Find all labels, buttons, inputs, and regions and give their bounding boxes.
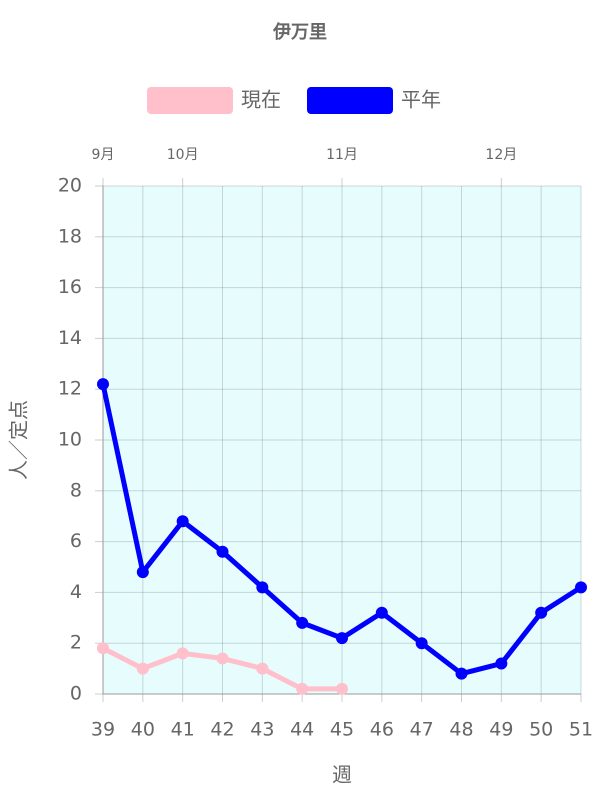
x2-tick-label: 12月	[485, 147, 517, 163]
y-tick-label: 14	[58, 327, 82, 349]
point	[336, 682, 348, 695]
y-tick-label: 4	[70, 581, 82, 603]
chart-title: 伊万里	[272, 21, 327, 43]
x-axis-label: 週	[332, 763, 352, 787]
y-axis-label: 人／定点	[7, 400, 31, 480]
x-tick-label: 48	[449, 719, 473, 741]
y-tick-label: 20	[58, 175, 82, 197]
x-tick-label: 49	[489, 719, 513, 741]
x-tick-label: 39	[91, 719, 115, 741]
point	[535, 606, 548, 619]
y-tick-label: 6	[70, 530, 82, 552]
y-tick-label: 8	[70, 479, 82, 501]
point	[256, 581, 269, 594]
point	[375, 606, 388, 619]
x-tick-label: 43	[250, 719, 274, 741]
y-tick-label: 10	[58, 429, 82, 451]
x-tick-label: 50	[529, 719, 553, 741]
point	[455, 667, 468, 680]
point	[136, 566, 149, 579]
x-tick-label: 45	[330, 719, 354, 741]
x-tick-label: 42	[210, 719, 234, 741]
point	[97, 378, 109, 391]
point	[296, 616, 309, 629]
point	[495, 657, 508, 670]
point	[296, 682, 309, 695]
y-tick-label: 2	[70, 632, 82, 654]
point	[216, 545, 229, 558]
point	[256, 662, 269, 675]
x-tick-label: 41	[171, 719, 195, 741]
x-tick-label: 40	[131, 719, 155, 741]
point	[97, 642, 109, 655]
legend-label[interactable]: 現在	[241, 88, 281, 112]
x-tick-label: 51	[569, 719, 593, 741]
point	[575, 581, 587, 594]
legend-swatch[interactable]	[147, 87, 233, 114]
y-tick-label: 16	[58, 276, 82, 298]
x2-tick-label: 10月	[167, 147, 199, 163]
point	[176, 515, 189, 528]
plot-background	[103, 186, 581, 694]
legend-label[interactable]: 平年	[401, 88, 441, 112]
legend-swatch[interactable]	[307, 87, 393, 114]
y-tick-label: 18	[58, 225, 82, 247]
point	[415, 637, 428, 650]
y-tick-label: 12	[58, 378, 82, 400]
point	[216, 652, 229, 665]
point	[176, 647, 189, 660]
x-tick-label: 47	[410, 719, 434, 741]
y-tick-label: 0	[70, 683, 82, 705]
point	[136, 662, 149, 675]
point	[336, 632, 348, 645]
x-tick-label: 44	[290, 719, 314, 741]
x2-tick-label: 11月	[326, 147, 358, 163]
x2-tick-label: 9月	[92, 147, 115, 163]
x-tick-label: 46	[370, 719, 394, 741]
